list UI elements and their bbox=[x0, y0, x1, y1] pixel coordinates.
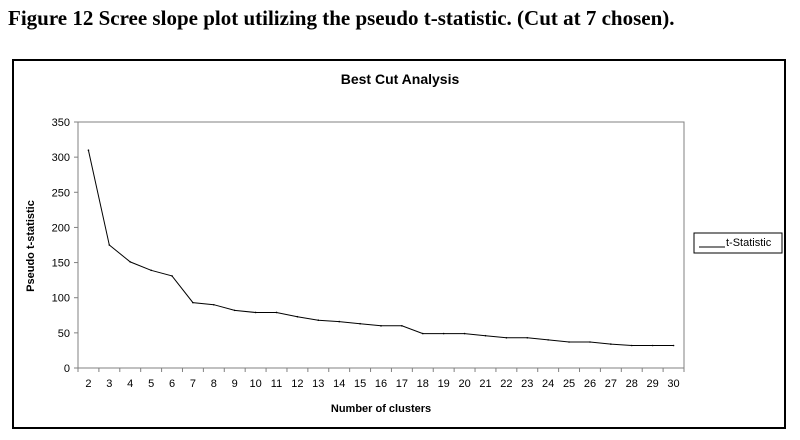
data-point bbox=[213, 303, 215, 306]
y-axis: 0 50 100 150 200 250 300 350 bbox=[52, 117, 78, 375]
y-tick-label: 50 bbox=[58, 328, 70, 340]
chart-title: Best Cut Analysis bbox=[341, 71, 460, 87]
data-point bbox=[442, 332, 445, 335]
data-point bbox=[129, 261, 132, 263]
figure-caption: Figure 12 Scree slope plot utilizing the… bbox=[8, 6, 675, 30]
data-point bbox=[505, 336, 508, 339]
plot-area bbox=[77, 121, 685, 369]
data-point bbox=[296, 315, 299, 318]
x-tick-label: 25 bbox=[563, 378, 575, 390]
data-point bbox=[275, 311, 278, 314]
data-point bbox=[672, 344, 675, 347]
y-tick-label: 250 bbox=[52, 187, 70, 199]
x-tick-label: 8 bbox=[211, 378, 217, 390]
chart-frame bbox=[12, 59, 786, 429]
x-tick-label: 19 bbox=[438, 378, 450, 390]
legend-box bbox=[693, 232, 783, 254]
data-point bbox=[150, 269, 152, 272]
x-tick-label: 4 bbox=[127, 378, 133, 390]
x-tick-label: 10 bbox=[249, 378, 261, 390]
y-tick-label: 150 bbox=[52, 258, 70, 270]
data-point bbox=[233, 309, 236, 312]
data-point bbox=[630, 344, 633, 347]
x-axis-label: Number of clusters bbox=[331, 403, 431, 415]
y-tick-label: 300 bbox=[52, 152, 70, 164]
data-point bbox=[610, 343, 612, 345]
x-tick-label: 7 bbox=[190, 378, 196, 390]
x-tick-label: 12 bbox=[291, 378, 303, 390]
x-tick-label: 2 bbox=[85, 378, 91, 390]
x-tick-label: 14 bbox=[333, 378, 345, 390]
data-point bbox=[108, 244, 111, 246]
legend-label: t-Statistic bbox=[726, 237, 772, 249]
x-tick-label: 27 bbox=[605, 378, 617, 390]
data-point bbox=[359, 322, 361, 325]
data-point bbox=[87, 149, 90, 151]
x-tick-label: 20 bbox=[458, 378, 470, 390]
x-tick-label: 9 bbox=[232, 378, 238, 390]
x-tick-label: 21 bbox=[479, 378, 491, 390]
data-point bbox=[380, 325, 382, 327]
x-tick-label: 15 bbox=[354, 378, 366, 390]
data-point bbox=[568, 341, 570, 343]
x-tick-label: 18 bbox=[417, 378, 429, 390]
y-tick-label: 350 bbox=[52, 117, 70, 129]
y-axis-label: Pseudo t-statistic bbox=[25, 200, 37, 292]
y-tick-label: 0 bbox=[64, 363, 70, 375]
x-tick-label: 22 bbox=[500, 378, 512, 390]
y-tick-label: 200 bbox=[52, 222, 70, 234]
x-tick-label: 16 bbox=[375, 378, 387, 390]
data-point bbox=[651, 344, 654, 347]
data-point bbox=[484, 334, 487, 337]
data-point bbox=[338, 320, 341, 323]
x-tick-label: 30 bbox=[667, 378, 679, 390]
series-layer bbox=[87, 149, 675, 347]
x-tick-label: 24 bbox=[542, 378, 554, 390]
x-tick-label: 28 bbox=[626, 378, 638, 390]
data-point bbox=[401, 325, 403, 327]
data-point bbox=[171, 275, 173, 277]
x-tick-label: 6 bbox=[169, 378, 175, 390]
data-point bbox=[254, 311, 257, 314]
data-point bbox=[589, 341, 591, 343]
y-tick-label: 100 bbox=[52, 293, 70, 305]
x-tick-label: 11 bbox=[271, 378, 282, 390]
data-point bbox=[547, 339, 549, 341]
data-point bbox=[317, 319, 320, 322]
legend: t-Statistic bbox=[693, 232, 783, 254]
x-tick-label: 3 bbox=[106, 378, 112, 390]
x-tick-label: 23 bbox=[521, 378, 533, 390]
x-tick-label: 5 bbox=[148, 378, 154, 390]
data-point bbox=[526, 336, 529, 339]
x-tick-label: 26 bbox=[584, 378, 596, 390]
x-tick-label: 17 bbox=[396, 378, 408, 390]
x-tick-label: 13 bbox=[312, 378, 324, 390]
series-line bbox=[87, 149, 674, 346]
x-axis: 2 3 4 5 6 7 8 9 10 11 12 13 14 15 16 17 18 19 20 21 22 23 24 25… bbox=[77, 368, 685, 390]
x-tick-label: 29 bbox=[647, 378, 659, 390]
data-point bbox=[192, 301, 194, 304]
data-point bbox=[421, 332, 424, 335]
data-point bbox=[463, 332, 466, 335]
